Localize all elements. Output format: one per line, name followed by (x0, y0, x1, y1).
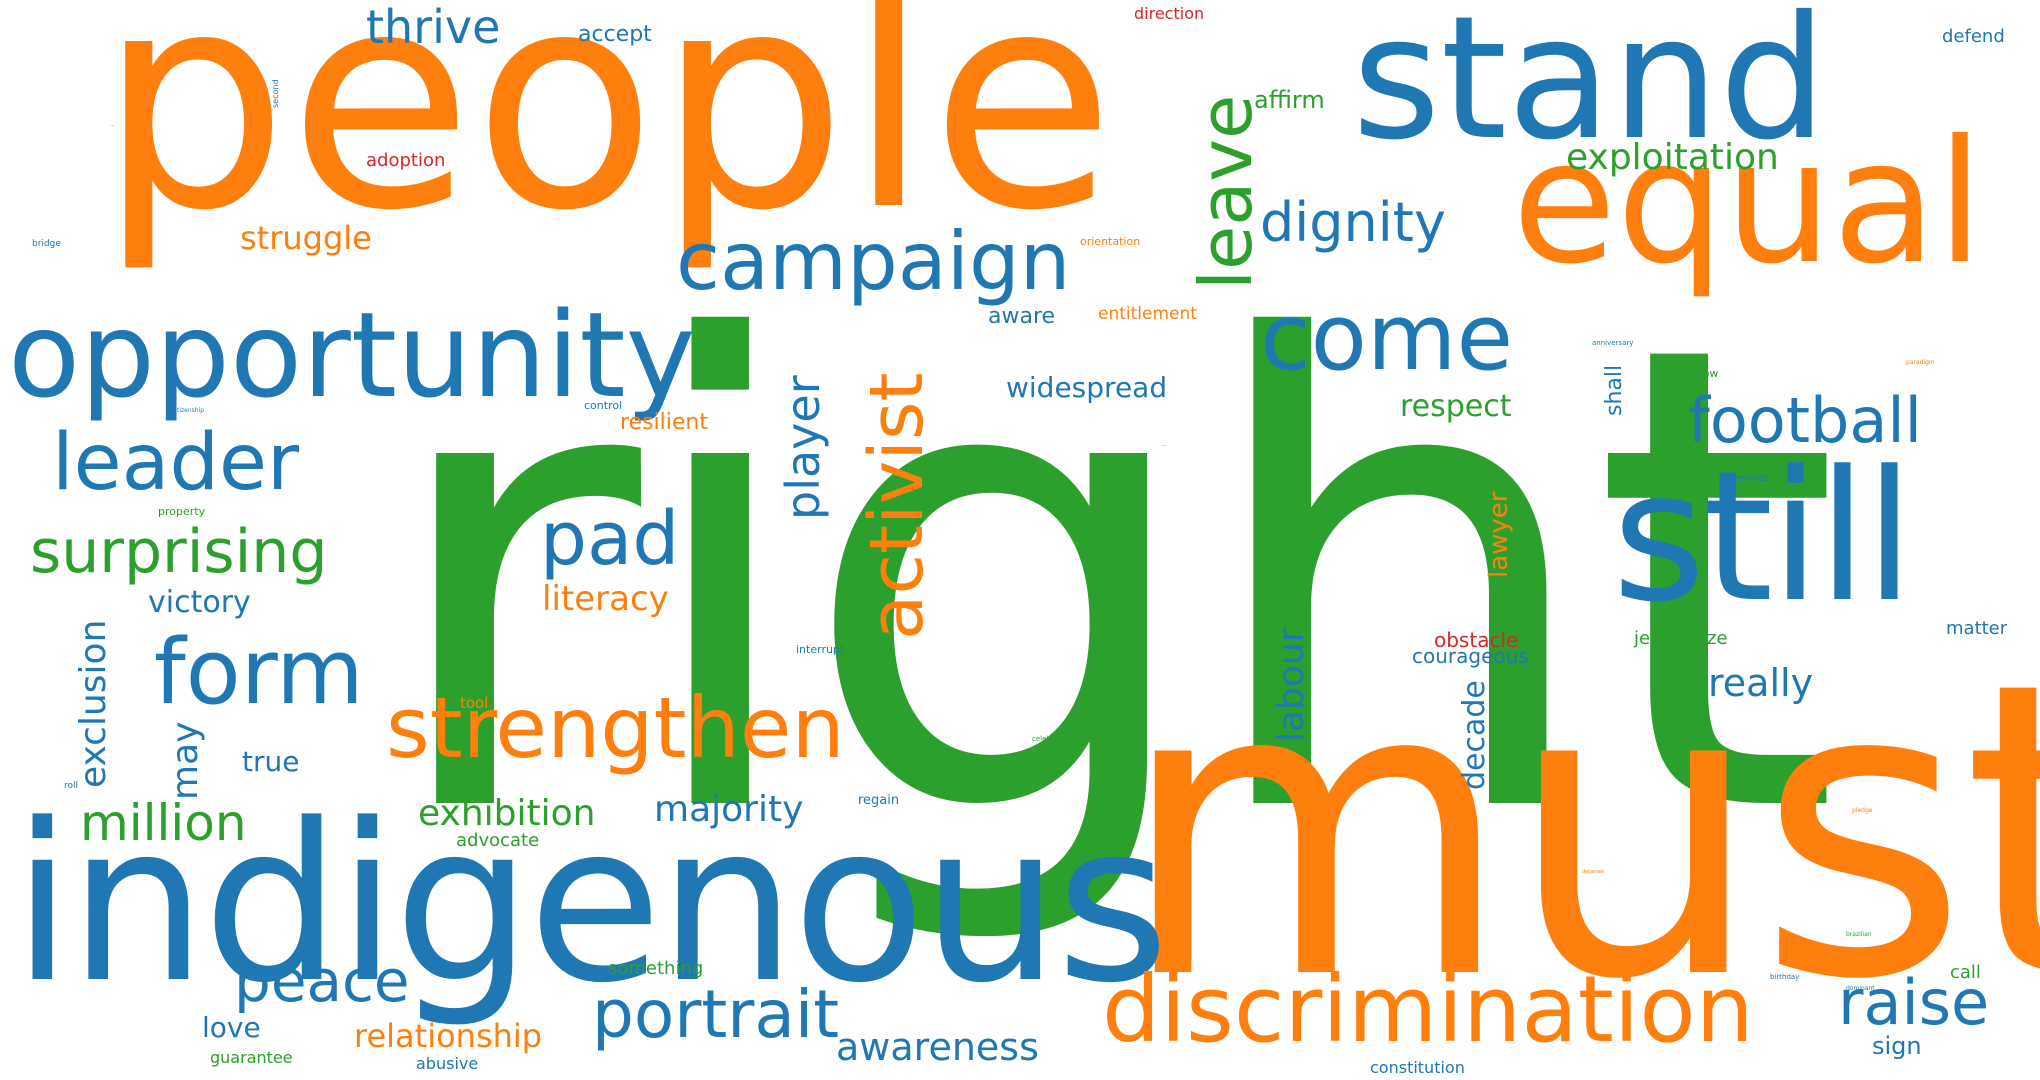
word-show: show (1690, 367, 1719, 380)
word-dignity: dignity (1260, 191, 1446, 254)
word-may: may (165, 721, 206, 800)
word-obstacle: obstacle (1434, 628, 1519, 652)
word-indigenous: indigenous (12, 778, 1169, 1031)
word-form: form (154, 620, 364, 725)
word-bridge: bridge (32, 239, 61, 249)
word-second: second (271, 79, 280, 108)
word-something: something (608, 958, 704, 979)
word-widespread: widespread (1006, 371, 1168, 404)
word-courageous: courageous (1412, 644, 1529, 668)
word-resilient: resilient (620, 410, 708, 435)
word-direction: direction (1134, 4, 1205, 23)
word-must: must (1118, 596, 2040, 1068)
word-struggle: struggle (240, 219, 372, 257)
word-roll: roll (64, 781, 79, 791)
word-right: right (378, 209, 1842, 954)
word-entitlement: entitlement (1098, 304, 1197, 324)
word-activist: activist (854, 372, 940, 640)
word-really: really (1708, 661, 1814, 705)
word-shall: shall (1602, 364, 1627, 416)
word-million: million (80, 794, 247, 852)
word-respect: respect (1400, 389, 1512, 424)
word-football: football (1688, 384, 1922, 457)
word-tool: tool (460, 694, 489, 712)
word-property: property (158, 505, 206, 518)
word-people: people (98, 0, 1115, 276)
word-strengthen: strengthen (386, 679, 845, 777)
word-regain: regain (858, 793, 900, 808)
word-orientation: orientation (1080, 235, 1141, 248)
word-aware: aware (988, 304, 1056, 329)
word-brazilian: brazilian (1846, 931, 1872, 938)
word-birthday: birthday (1770, 973, 1800, 981)
word-decade: decade (1457, 680, 1492, 790)
word-control: control (584, 399, 623, 412)
word-accept: accept (578, 22, 652, 47)
word-dominant: dominant (1846, 985, 1875, 992)
word-campaign: campaign (676, 215, 1071, 308)
word-still: still (1612, 433, 1914, 642)
word-abusive: abusive (416, 1054, 479, 1073)
word-exclusion: exclusion (73, 619, 114, 788)
word-jeopardize: jeopardize (1634, 628, 1728, 649)
word-come: come (1260, 284, 1514, 391)
word-discrimination: discrimination (1102, 956, 1754, 1063)
word-raise: raise (1838, 966, 1990, 1039)
word-relationship: relationship (354, 1017, 543, 1055)
word-victory: victory (148, 585, 251, 620)
word-tiny-1: ··· (1428, 257, 1433, 263)
word-constitution: constitution (1370, 1058, 1465, 1077)
word-paradigm: paradigm (1906, 359, 1935, 366)
word-leave: leave (1184, 94, 1268, 290)
word-exhibition: exhibition (418, 793, 596, 834)
word-true: true (242, 745, 300, 778)
word-exploitation: exploitation (1566, 137, 1779, 178)
word-thrive: thrive (366, 0, 501, 54)
word-detainee: detainee (1582, 869, 1604, 875)
word-majority: majority (654, 789, 804, 830)
word-leader: leader (52, 418, 300, 508)
word-sign: sign (1872, 1032, 1922, 1060)
word-feminist: feminist (1728, 473, 1769, 484)
word-celebration: celebration (1032, 735, 1072, 743)
word-adoption: adoption (366, 150, 446, 171)
word-labour: labour (1271, 627, 1312, 742)
word-love: love (202, 1011, 261, 1044)
word-equal: equal (1512, 104, 1984, 302)
word-peace: peace (234, 947, 410, 1015)
word-pad: pad (540, 496, 680, 582)
word-lawyer: lawyer (1484, 491, 1514, 579)
word-tiny-2: ··· (1162, 443, 1167, 449)
word-call: call (1950, 962, 1981, 983)
word-surprising: surprising (30, 517, 328, 587)
word-literacy: literacy (542, 579, 669, 619)
word-guarantee: guarantee (210, 1048, 293, 1067)
word-player: player (776, 375, 830, 520)
word-advocate: advocate (456, 830, 540, 851)
word-defend: defend (1942, 26, 2005, 47)
word-matter: matter (1946, 618, 2008, 639)
word-stand: stand (1352, 0, 1828, 178)
word-interrupt: interrupt (796, 643, 845, 656)
word-portrait: portrait (592, 976, 840, 1053)
word-anniversary: anniversary (1592, 339, 1634, 347)
word-pledge: pledge (1852, 807, 1873, 814)
word-awareness: awareness (836, 1025, 1039, 1069)
word-affirm: affirm (1254, 86, 1325, 114)
word-opportunity: opportunity (8, 286, 696, 424)
word-citizenship: citizenship (172, 407, 205, 414)
word-tiny-3: ··· (110, 123, 115, 129)
